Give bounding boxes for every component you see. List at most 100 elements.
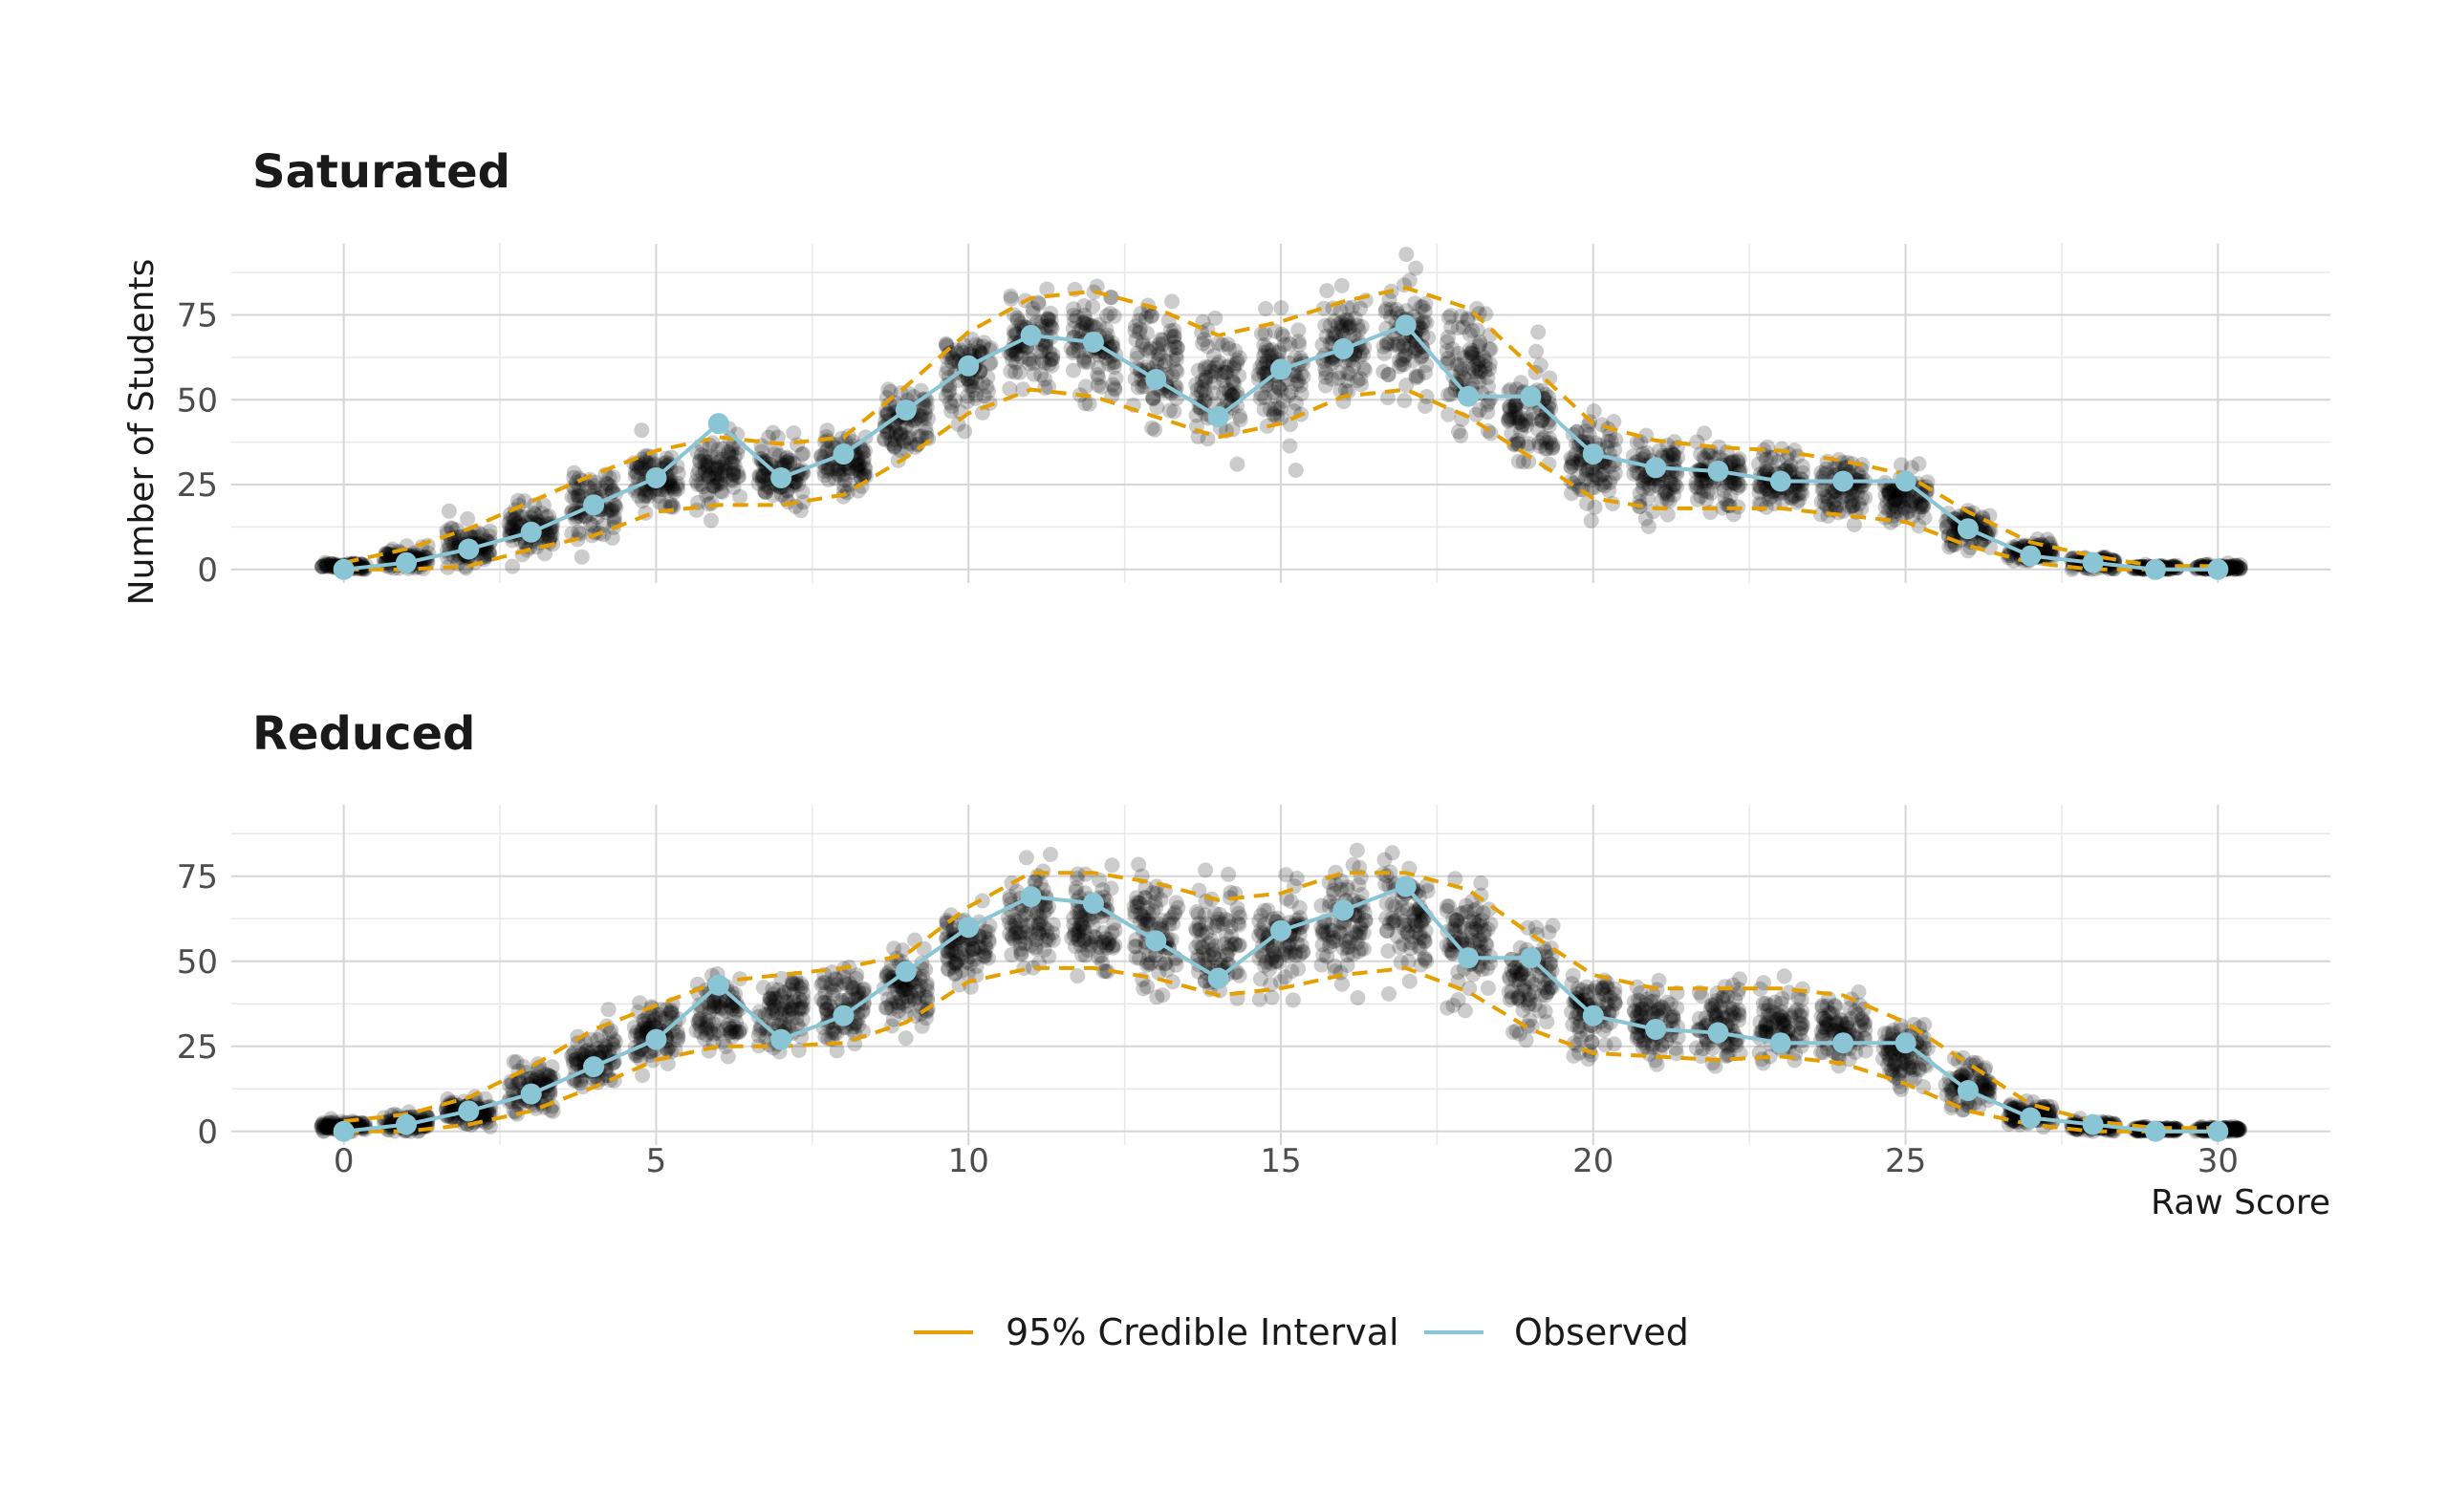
simulated-point	[1288, 463, 1304, 478]
simulated-point	[1571, 1023, 1588, 1039]
simulated-point	[757, 476, 773, 492]
simulated-point	[1381, 985, 1397, 1002]
simulated-point	[1378, 896, 1395, 912]
simulated-point	[689, 466, 705, 483]
simulated-point	[1072, 323, 1088, 338]
simulated-point	[710, 442, 726, 458]
simulated-point	[782, 452, 798, 468]
simulated-point	[824, 1025, 840, 1041]
simulated-point	[855, 467, 872, 484]
simulated-point	[754, 468, 770, 485]
observed-point	[770, 466, 792, 488]
simulated-point	[1259, 353, 1275, 369]
simulated-point	[1269, 400, 1286, 416]
simulated-point	[706, 470, 723, 486]
simulated-point	[884, 436, 900, 452]
simulated-point	[1127, 371, 1143, 387]
simulated-point	[709, 469, 725, 486]
simulated-point	[1081, 396, 1097, 412]
simulated-point	[713, 459, 729, 475]
simulated-point	[688, 502, 704, 518]
simulated-point	[587, 474, 603, 490]
simulated-point	[670, 481, 686, 497]
observed-point	[520, 521, 542, 543]
simulated-point	[1143, 308, 1159, 324]
simulated-point	[1043, 305, 1059, 321]
simulated-point	[314, 558, 330, 574]
simulated-point	[857, 461, 874, 477]
simulated-point	[964, 374, 980, 390]
simulated-point	[913, 407, 929, 423]
simulated-point	[1785, 487, 1801, 504]
simulated-point	[894, 426, 909, 443]
simulated-point	[1690, 480, 1706, 496]
simulated-point	[470, 525, 487, 541]
simulated-point	[1264, 347, 1280, 363]
simulated-point	[1193, 379, 1209, 396]
simulated-point	[724, 442, 740, 458]
simulated-point	[754, 467, 770, 484]
simulated-point	[851, 464, 867, 479]
simulated-point	[715, 441, 731, 457]
simulated-point	[709, 465, 725, 482]
simulated-point	[819, 422, 835, 439]
simulated-point	[784, 1001, 800, 1017]
simulated-point	[1075, 314, 1092, 331]
simulated-point	[1219, 359, 1235, 376]
simulated-point	[1203, 368, 1219, 384]
simulated-point	[725, 466, 742, 482]
simulated-point	[1045, 347, 1061, 363]
simulated-point	[1104, 335, 1120, 351]
simulated-point	[1078, 313, 1094, 329]
simulated-point	[760, 1006, 776, 1023]
simulated-point	[971, 343, 987, 359]
observed-point	[833, 443, 855, 465]
simulated-point	[641, 485, 658, 501]
simulated-point	[724, 455, 739, 471]
simulated-point	[1037, 371, 1052, 387]
simulated-point	[1098, 321, 1115, 336]
simulated-point	[694, 447, 709, 463]
simulated-point	[544, 523, 559, 539]
simulated-point	[1091, 359, 1107, 376]
simulated-point	[856, 450, 872, 466]
simulated-point	[902, 435, 919, 451]
simulated-point	[1269, 408, 1286, 424]
simulated-point	[1267, 400, 1283, 417]
simulated-point	[831, 461, 847, 477]
simulated-point	[1273, 410, 1289, 426]
simulated-point	[881, 396, 898, 412]
simulated-point	[1387, 913, 1403, 929]
simulated-point	[1032, 344, 1049, 360]
simulated-point	[1252, 359, 1268, 376]
simulated-point	[1198, 386, 1214, 402]
panel-title-reduced: Reduced	[252, 707, 475, 761]
simulated-point	[1036, 355, 1052, 371]
simulated-point	[1396, 937, 1412, 952]
simulated-point	[1200, 431, 1216, 447]
simulated-point	[504, 520, 520, 536]
simulated-point	[965, 382, 982, 399]
simulated-point	[1003, 288, 1019, 304]
simulated-point	[1145, 390, 1161, 406]
simulated-point	[1219, 364, 1235, 380]
simulated-point	[699, 486, 714, 503]
simulated-point	[517, 508, 533, 525]
simulated-point	[1088, 319, 1104, 335]
simulated-point	[713, 464, 729, 481]
simulated-point	[1216, 373, 1232, 389]
simulated-point	[535, 497, 552, 513]
simulated-point	[856, 465, 873, 482]
simulated-point	[1224, 387, 1241, 403]
simulated-point	[1162, 323, 1179, 339]
simulated-point	[1206, 946, 1223, 961]
simulated-point	[709, 476, 725, 492]
simulated-point	[843, 464, 859, 481]
simulated-point	[941, 384, 957, 400]
simulated-point	[1196, 382, 1212, 399]
simulated-point	[726, 449, 743, 465]
simulated-point	[1384, 845, 1400, 861]
simulated-point	[887, 419, 903, 435]
simulated-point	[1130, 379, 1146, 396]
simulated-point	[1540, 983, 1556, 1000]
